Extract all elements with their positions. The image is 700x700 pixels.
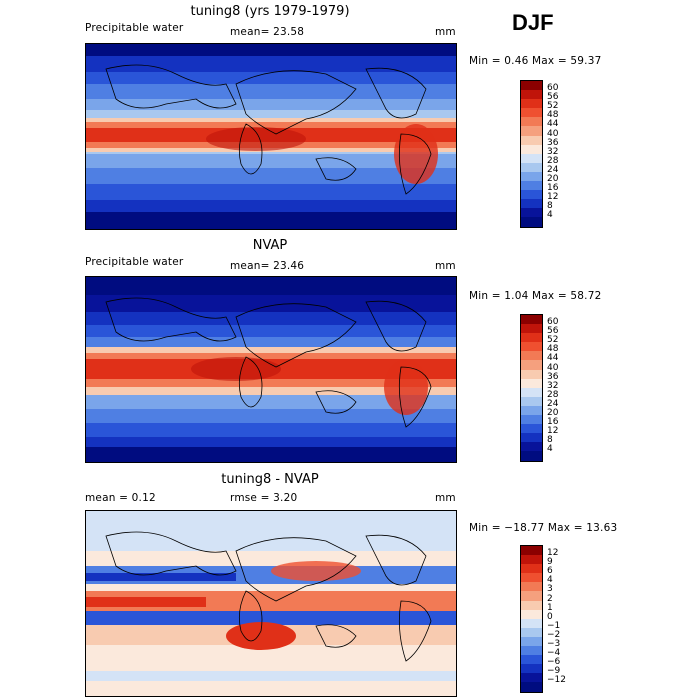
colorbar-tick: 2 <box>547 593 553 604</box>
panel1-colorbar-labels: 60 56 52 48 44 40 36 32 28 24 20 16 12 8… <box>547 84 587 230</box>
colorbar-tick: 40 <box>547 362 559 373</box>
colorbar-tick: 4 <box>547 444 553 455</box>
colorbar-tick: 52 <box>547 101 559 112</box>
colorbar-tick: −6 <box>547 657 561 668</box>
colorbar-tick: 52 <box>547 335 559 346</box>
colorbar-tick: 24 <box>547 398 559 409</box>
panel2-title: NVAP <box>252 238 288 253</box>
panel2-map-field <box>86 277 456 462</box>
panel2-map <box>85 276 457 463</box>
colorbar-tick: 56 <box>547 92 559 103</box>
colorbar-tick: −12 <box>547 675 566 686</box>
colorbar-tick: 32 <box>547 146 559 157</box>
panel3-map <box>85 510 457 697</box>
colorbar-tick: 9 <box>547 557 553 568</box>
panel3-minmax: Min = −18.77 Max = 13.63 <box>469 522 618 534</box>
colorbar-tick: −1 <box>547 620 561 631</box>
panel1-minmax: Min = 0.46 Max = 59.37 <box>469 55 602 67</box>
colorbar-tick: 20 <box>547 174 559 184</box>
panel2-colorbar <box>520 314 543 462</box>
colorbar-tick: 12 <box>547 426 559 437</box>
panel2-variable-label: Precipitable water <box>85 256 184 268</box>
colorbar-tick: 28 <box>547 389 559 400</box>
panel2-mean-label: mean= 23.46 <box>230 260 305 272</box>
panel3-colorbar <box>520 545 543 693</box>
colorbar-tick: 12 <box>547 548 559 558</box>
colorbar-tick: 36 <box>547 137 559 148</box>
colorbar-tick: −2 <box>547 629 561 640</box>
colorbar-tick: 60 <box>547 83 559 93</box>
colorbar-tick: −9 <box>547 666 561 677</box>
colorbar-tick: 0 <box>547 611 553 622</box>
panel1-map-field <box>86 44 456 229</box>
colorbar-tick: −3 <box>547 639 561 649</box>
colorbar-tick: 48 <box>547 344 559 355</box>
colorbar-tick: 48 <box>547 110 559 121</box>
colorbar-tick: 8 <box>547 435 553 446</box>
panel3-units: mm <box>435 492 456 504</box>
colorbar-tick: 44 <box>547 119 559 130</box>
panel3-mean-label: mean = 0.12 <box>85 492 156 504</box>
colorbar-tick: 1 <box>547 602 553 613</box>
colorbar-tick: 12 <box>547 192 559 203</box>
colorbar-tick: 32 <box>547 380 559 391</box>
colorbar-tick: 20 <box>547 408 559 418</box>
panel3-colorbar-labels: 12 9 6 4 3 2 1 0 −1 −2 −3 −4 −6 −9 −12 <box>547 549 587 695</box>
colorbar-tick: 8 <box>547 201 553 212</box>
panel3-title: tuning8 - NVAP <box>221 472 319 487</box>
colorbar-tick: 16 <box>547 183 559 194</box>
colorbar-tick: 3 <box>547 584 553 595</box>
panel3-map-field <box>86 511 456 696</box>
panel2-units: mm <box>435 260 456 272</box>
colorbar-tick: 36 <box>547 371 559 382</box>
panel1-title: tuning8 (yrs 1979-1979) <box>190 4 350 19</box>
colorbar-tick: 28 <box>547 155 559 166</box>
colorbar-tick: 16 <box>547 417 559 428</box>
colorbar-tick: 24 <box>547 164 559 175</box>
colorbar-tick: 60 <box>547 317 559 327</box>
colorbar-tick: 6 <box>547 566 553 577</box>
panel1-colorbar <box>520 80 543 228</box>
panel1-mean-label: mean= 23.58 <box>230 26 305 38</box>
colorbar-tick: 56 <box>547 326 559 337</box>
colorbar-tick: 4 <box>547 210 553 221</box>
panel1-variable-label: Precipitable water <box>85 22 184 34</box>
colorbar-tick: −4 <box>547 648 561 659</box>
season-label: DJF <box>512 10 554 35</box>
panel3-rmse-label: rmse = 3.20 <box>230 492 298 504</box>
panel2-minmax: Min = 1.04 Max = 58.72 <box>469 290 602 302</box>
panel1-units: mm <box>435 26 456 38</box>
colorbar-tick: 4 <box>547 575 553 586</box>
colorbar-tick: 40 <box>547 128 559 139</box>
colorbar-tick: 44 <box>547 353 559 364</box>
panel2-colorbar-labels: 60 56 52 48 44 40 36 32 28 24 20 16 12 8… <box>547 318 587 464</box>
panel1-map <box>85 43 457 230</box>
